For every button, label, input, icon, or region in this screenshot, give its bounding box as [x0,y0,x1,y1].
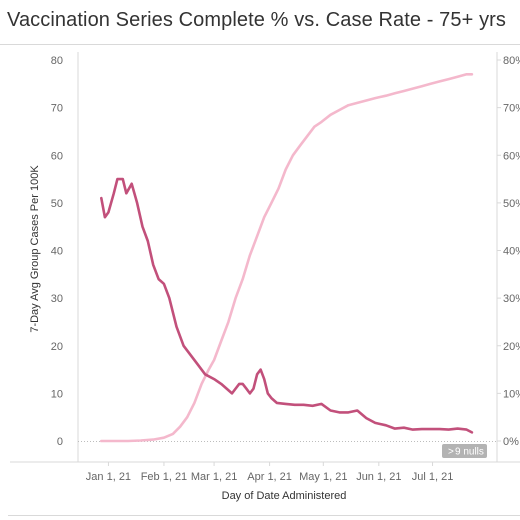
y-tick-label: 70 [51,103,63,115]
y2-tick-label: 40% [503,246,520,258]
x-tick-label: Feb 1, 21 [141,471,187,483]
x-tick-label: Apr 1, 21 [247,471,292,483]
nulls-indicator[interactable]: > 9 nulls [442,444,487,458]
vaccination-pct-series-line[interactable] [101,74,472,441]
y-tick-label: 60 [51,150,63,162]
x-axis-ticks: Jan 1, 21 Feb 1, 21 Mar 1, 21 Apr 1, 21 May … [86,462,454,483]
y2-tick-label: 20% [503,341,520,353]
y-tick-label: 40 [51,246,63,258]
nulls-caret: > [448,447,454,458]
y2-tick-label: 80% [503,55,520,67]
x-tick-label: Mar 1, 21 [191,471,237,483]
y2-tick-label: 50% [503,198,520,210]
left-axis-ticks: 0 10 20 30 40 50 60 70 80 [51,55,63,448]
y-tick-label: 20 [51,341,63,353]
y-tick-label: 30 [51,293,63,305]
y-tick-label: 0 [57,436,63,448]
x-tick-label: Jan 1, 21 [86,471,131,483]
nulls-label: 9 nulls [455,447,484,458]
right-axis-ticks: 0% 10% 20% 30% 40% 50% 60% 70% 80% [497,55,520,448]
y2-tick-label: 30% [503,293,520,305]
y2-tick-label: 70% [503,103,520,115]
case-rate-series-line[interactable] [101,179,472,432]
x-tick-label: Jul 1, 21 [412,471,454,483]
y-axis-title: 7-Day Avg Group Cases Per 100K [29,165,41,333]
y-tick-label: 80 [51,55,63,67]
y2-tick-label: 60% [503,150,520,162]
x-tick-label: Jun 1, 21 [356,471,401,483]
series-layer [101,74,472,441]
x-tick-label: May 1, 21 [299,471,347,483]
y-tick-label: 50 [51,198,63,210]
x-axis-title: Day of Date Administered [222,490,347,502]
y-tick-label: 10 [51,388,63,400]
y2-tick-label: 0% [503,436,519,448]
y2-tick-label: 10% [503,388,520,400]
footer-divider [8,515,520,516]
